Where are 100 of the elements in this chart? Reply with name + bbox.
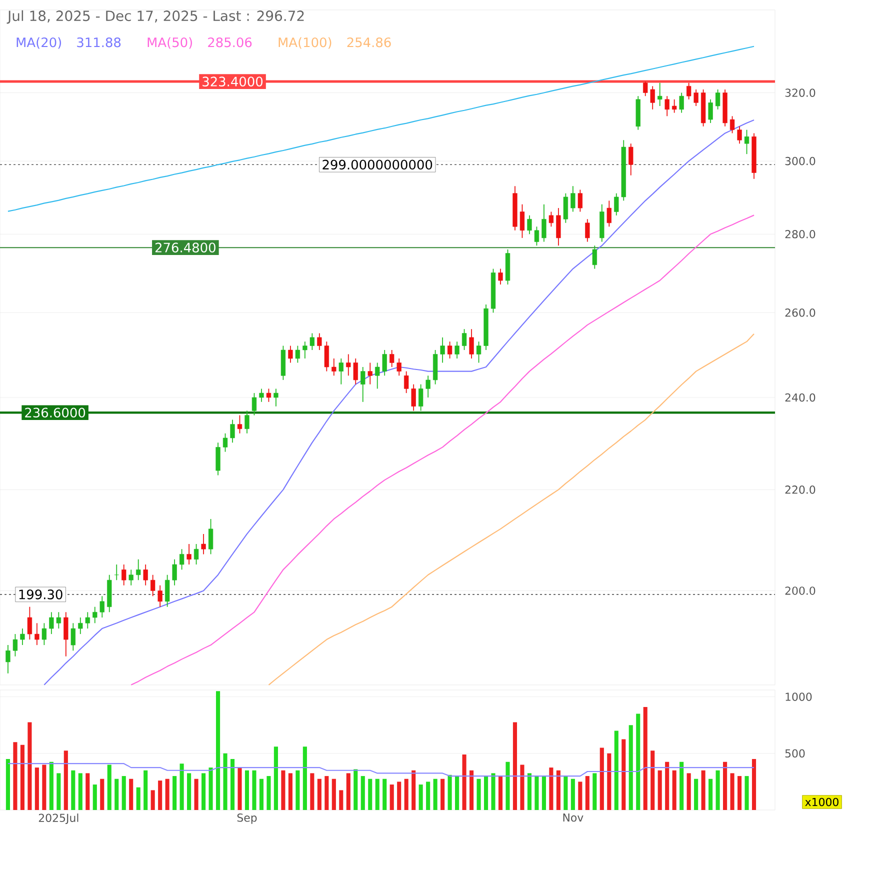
- candlestick: [447, 341, 452, 359]
- ref-line-label: 323.4000: [202, 76, 263, 86]
- candlestick: [274, 388, 278, 407]
- bar: [701, 770, 706, 810]
- bar: [288, 773, 292, 810]
- bar: [194, 778, 198, 810]
- bar: [310, 773, 314, 810]
- candlestick: [686, 82, 692, 100]
- ref-line-label: 299.0000000000: [322, 160, 432, 170]
- candlestick: [498, 268, 503, 285]
- bar: [296, 770, 300, 810]
- candlestick: [578, 189, 582, 212]
- candlestick: [440, 336, 445, 364]
- candlestick: [49, 612, 54, 634]
- bar: [49, 762, 54, 810]
- bar: [484, 776, 488, 810]
- candlestick: [404, 370, 409, 394]
- bar: [354, 769, 358, 810]
- candlestick: [592, 245, 597, 270]
- annotation: 311.88: [77, 37, 121, 48]
- bar: [512, 722, 518, 810]
- bar: [339, 790, 344, 810]
- candlestick: [570, 186, 576, 212]
- bar: [129, 778, 134, 810]
- candlestick: [628, 143, 634, 176]
- bar: [433, 778, 438, 810]
- candlestick: [64, 612, 68, 657]
- candlestick: [201, 533, 206, 555]
- candlestick: [542, 204, 546, 242]
- ref-line-label: 276.4800: [155, 242, 216, 252]
- bar: [238, 768, 242, 810]
- candlestick: [34, 622, 40, 646]
- bar: [274, 746, 278, 810]
- candlestick: [92, 606, 98, 624]
- bar: [622, 739, 626, 810]
- candlestick: [360, 366, 366, 402]
- bar: [144, 770, 148, 810]
- candlestick: [208, 518, 214, 555]
- candlestick: [606, 200, 612, 228]
- candlestick: [346, 354, 351, 376]
- y-tick-label: 200.0: [785, 586, 816, 595]
- bar: [208, 768, 213, 810]
- bar: [346, 773, 350, 810]
- candlestick: [259, 388, 264, 402]
- candlestick: [390, 350, 394, 368]
- candlestick: [244, 410, 250, 434]
- bar: [107, 764, 112, 810]
- bar: [752, 759, 756, 810]
- candlestick: [454, 341, 460, 359]
- bar: [534, 776, 539, 810]
- bar: [244, 770, 250, 810]
- candlestick: [78, 617, 83, 634]
- bar: [469, 770, 474, 810]
- bar: [6, 759, 10, 810]
- y-tick-label: 320.0: [785, 88, 816, 97]
- bar: [172, 776, 177, 810]
- bar: [92, 784, 97, 810]
- bar: [498, 776, 503, 810]
- candlestick: [548, 211, 554, 228]
- candlestick: [338, 358, 344, 385]
- candlestick: [230, 419, 235, 444]
- candlestick: [396, 358, 402, 376]
- x-tick-label: Nov: [563, 814, 584, 822]
- candlestick: [172, 558, 177, 586]
- bar: [556, 770, 560, 810]
- bar: [426, 782, 430, 810]
- bar: [716, 770, 720, 810]
- candlestick: [664, 96, 670, 117]
- candlestick: [100, 596, 104, 618]
- candlestick: [411, 384, 416, 412]
- bar: [281, 770, 286, 810]
- bar: [375, 778, 380, 810]
- candlestick: [563, 192, 568, 224]
- bar: [78, 773, 82, 810]
- text: MA(100): [278, 37, 332, 49]
- annotation: 285.06: [208, 37, 252, 48]
- text: MA(50): [148, 37, 192, 49]
- bar: [650, 750, 655, 810]
- annotation: 254.86: [347, 37, 391, 48]
- bar: [520, 764, 524, 810]
- bar: [506, 762, 510, 810]
- bar: [165, 778, 170, 810]
- bar: [578, 782, 582, 810]
- candlestick: [27, 606, 32, 640]
- bar: [13, 742, 18, 810]
- bar: [730, 773, 734, 810]
- bar: [382, 778, 387, 810]
- bar: [136, 787, 140, 810]
- bar: [317, 778, 322, 810]
- bar: [585, 776, 590, 810]
- bar: [86, 773, 90, 810]
- bar: [259, 778, 264, 810]
- bar: [100, 778, 104, 810]
- bar: [723, 762, 728, 810]
- candlestick: [164, 574, 170, 608]
- y-tick-label: 260.0: [785, 308, 816, 317]
- candlestick: [715, 89, 720, 110]
- bar: [223, 753, 228, 810]
- candlestick: [136, 558, 141, 581]
- y-tick-label: 220.0: [785, 486, 816, 494]
